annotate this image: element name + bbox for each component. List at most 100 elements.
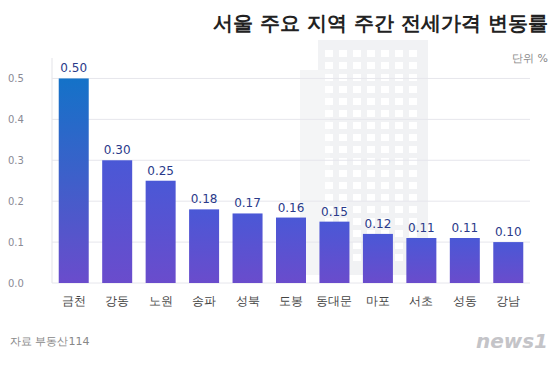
grid-line (52, 78, 530, 79)
building-window (325, 122, 333, 129)
building-window (409, 134, 417, 141)
building-window (339, 98, 347, 105)
y-tick-label: 0.1 (8, 237, 24, 248)
data-label: 0.18 (191, 192, 218, 206)
building-window (353, 230, 361, 237)
building-window (339, 182, 347, 189)
x-tick-label: 도봉 (279, 294, 303, 308)
bar (450, 238, 480, 283)
building-window (353, 254, 361, 261)
building-window (353, 170, 361, 177)
building-window (339, 170, 347, 177)
building-window (339, 74, 347, 81)
building-window (381, 98, 389, 105)
building-window (353, 134, 361, 141)
title: 서울 주요 지역 주간 전세가격 변동률 (213, 11, 548, 35)
data-label: 0.10 (495, 225, 522, 239)
building-window (367, 146, 375, 153)
building-window (353, 86, 361, 93)
x-tick-label: 강남 (496, 294, 520, 308)
building-window (367, 110, 375, 117)
bar (493, 242, 523, 283)
building-window (353, 194, 361, 201)
data-label: 0.12 (365, 217, 392, 231)
building-window (353, 50, 361, 57)
building-window (367, 62, 375, 69)
building-window (395, 218, 403, 225)
building-window (353, 242, 361, 249)
data-label: 0.50 (60, 61, 87, 75)
building-window (353, 110, 361, 117)
building-window (339, 86, 347, 93)
bar (276, 218, 306, 283)
building-window (339, 134, 347, 141)
y-tick-label: 0.5 (8, 73, 24, 84)
x-tick-label: 노원 (149, 294, 173, 308)
building-window (325, 158, 333, 165)
building-window (395, 74, 403, 81)
building-window (409, 62, 417, 69)
y-tick-label: 0.4 (8, 114, 24, 125)
building-window (395, 146, 403, 153)
building-window (339, 62, 347, 69)
x-tick-label: 성동 (453, 294, 477, 308)
building-window (409, 122, 417, 129)
building-window (367, 182, 375, 189)
building-window (367, 194, 375, 201)
y-axis-line (52, 58, 53, 283)
building-window (353, 158, 361, 165)
data-label: 0.11 (408, 221, 435, 235)
building-window (325, 50, 333, 57)
building-window (409, 206, 417, 213)
building-window (367, 50, 375, 57)
building-window (367, 98, 375, 105)
building-window (409, 170, 417, 177)
building-window (381, 74, 389, 81)
x-tick-label: 금천 (62, 294, 86, 308)
bar (189, 209, 219, 283)
building-window (325, 182, 333, 189)
x-tick-label: 성북 (236, 294, 260, 308)
building-window (325, 134, 333, 141)
building-window (409, 182, 417, 189)
building-window (381, 122, 389, 129)
bar (233, 213, 263, 283)
building-window (395, 170, 403, 177)
building-window (395, 86, 403, 93)
building-window (381, 146, 389, 153)
building-window (395, 254, 403, 261)
building-window (339, 110, 347, 117)
x-tick-label: 송파 (192, 294, 216, 308)
building-window (409, 74, 417, 81)
building-window (325, 86, 333, 93)
building-window (409, 194, 417, 201)
y-tick-label: 0.2 (8, 196, 24, 207)
building-window (325, 194, 333, 201)
bar (363, 234, 393, 283)
building-window (381, 194, 389, 201)
building-window (353, 122, 361, 129)
building-window (409, 158, 417, 165)
bar (406, 238, 436, 283)
bar (319, 222, 349, 283)
building-window (325, 146, 333, 153)
data-label: 0.25 (147, 164, 174, 178)
data-label: 0.16 (278, 201, 305, 215)
building-window (353, 206, 361, 213)
building-window (339, 146, 347, 153)
building-window (353, 98, 361, 105)
building-window (367, 206, 375, 213)
building-window (409, 146, 417, 153)
building-window (353, 218, 361, 225)
data-label: 0.17 (234, 196, 261, 210)
building-window (353, 74, 361, 81)
building-window (409, 50, 417, 57)
building-window (325, 110, 333, 117)
building-window (381, 110, 389, 117)
building-window (381, 134, 389, 141)
bar (146, 181, 176, 283)
building-window (395, 194, 403, 201)
building-window (381, 206, 389, 213)
building-window (395, 110, 403, 117)
building-window (381, 62, 389, 69)
